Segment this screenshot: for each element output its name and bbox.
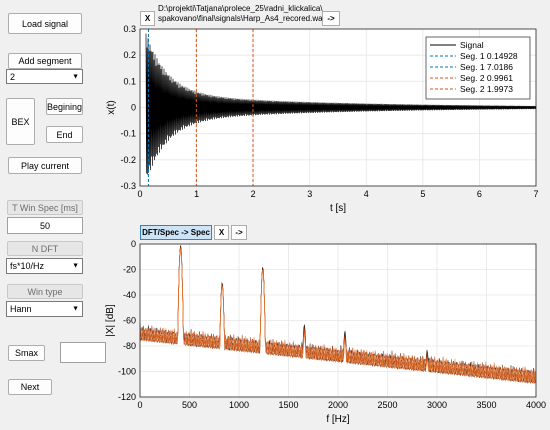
- x-tick-label: 4: [364, 189, 369, 199]
- close-signal-button[interactable]: X: [140, 11, 155, 26]
- signal-arrow-button[interactable]: ->: [322, 11, 340, 26]
- x-axis-label: f [Hz]: [326, 414, 350, 425]
- begining-button[interactable]: Begining: [46, 98, 83, 115]
- y-tick-label: 0.2: [123, 50, 136, 60]
- y-axis-label: |X| [dB]: [105, 304, 116, 337]
- signal-plot-frame: [139, 28, 537, 187]
- spectrum-trace: [139, 245, 536, 384]
- legend-entry: Seg. 1 0.14928: [460, 51, 518, 61]
- win-type-select[interactable]: Hann ▼: [6, 301, 83, 317]
- chevron-down-icon: ▼: [72, 305, 79, 313]
- next-button[interactable]: Next: [8, 379, 52, 395]
- close-spectrum-button[interactable]: X: [214, 225, 229, 240]
- legend-entry: Seg. 2 0.9961: [460, 73, 513, 83]
- x-tick-label: 5: [420, 189, 425, 199]
- legend-entry: Seg. 2 1.9973: [460, 84, 513, 94]
- spectrum-plot-area: [140, 244, 536, 397]
- spectrum-trace: [139, 246, 536, 384]
- t-win-spec-label: T Win Spec [ms]: [7, 200, 83, 215]
- y-tick-label: -0.1: [120, 129, 136, 139]
- y-tick-label: -0.2: [120, 155, 136, 165]
- x-tick-label: 3500: [476, 400, 496, 410]
- t-win-spec-input[interactable]: 50: [7, 217, 83, 234]
- x-axis-label: t [s]: [330, 203, 346, 214]
- x-tick-label: 2500: [377, 400, 397, 410]
- y-tick-label: 0: [131, 239, 136, 249]
- signal-waveform: [145, 33, 537, 175]
- signal-plot-area: [140, 29, 536, 186]
- segment-select[interactable]: 2 ▼: [6, 69, 83, 84]
- add-segment-button[interactable]: Add segment: [8, 53, 82, 69]
- x-tick-label: 3000: [427, 400, 447, 410]
- spectrum-trace: [139, 247, 536, 384]
- win-type-select-value: Hann: [10, 304, 32, 314]
- file-path-line-1: D:\projekti\Tatjana\prolece_25\radni_kli…: [158, 4, 323, 13]
- y-tick-label: 0.3: [123, 24, 136, 34]
- x-tick-label: 3: [307, 189, 312, 199]
- legend-entry: Signal: [460, 40, 484, 50]
- spectrum-plot-frame: [139, 243, 537, 398]
- x-tick-label: 2000: [328, 400, 348, 410]
- spectrum-trace: [139, 245, 536, 384]
- y-tick-label: -0.3: [120, 181, 136, 191]
- chevron-down-icon: ▼: [72, 73, 79, 80]
- segment-select-value: 2: [10, 71, 16, 82]
- x-tick-label: 7: [533, 189, 538, 199]
- y-tick-label: -20: [123, 265, 136, 275]
- spectrum-trace: [139, 246, 536, 383]
- file-path-label: D:\projekti\Tatjana\prolece_25\radni_kli…: [158, 4, 327, 24]
- x-tick-label: 6: [477, 189, 482, 199]
- chevron-down-icon: ▼: [72, 262, 79, 270]
- x-tick-label: 500: [182, 400, 197, 410]
- n-dft-label: N DFT: [7, 241, 83, 256]
- x-tick-label: 1: [194, 189, 199, 199]
- x-tick-label: 0: [137, 400, 142, 410]
- y-tick-label: -60: [123, 316, 136, 326]
- y-tick-label: -40: [123, 290, 136, 300]
- bex-button[interactable]: BEX: [6, 98, 35, 145]
- smax-input[interactable]: [60, 342, 106, 363]
- x-tick-label: 2: [251, 189, 256, 199]
- x-tick-label: 4000: [526, 400, 546, 410]
- x-tick-label: 1000: [229, 400, 249, 410]
- dft-spec-button[interactable]: DFT/Spec -> Spec: [140, 225, 212, 240]
- spectrum-trace: [139, 248, 536, 384]
- y-tick-label: -100: [118, 367, 136, 377]
- win-type-label: Win type: [7, 284, 83, 299]
- x-tick-label: 0: [137, 189, 142, 199]
- x-tick-label: 1500: [278, 400, 298, 410]
- spectrum-trace: [139, 248, 536, 385]
- spectrum-arrow-button[interactable]: ->: [231, 225, 247, 240]
- n-dft-select-value: fs*10/Hz: [10, 261, 45, 271]
- file-path-line-2: spakovano\final\signals\Harp_As4_recored…: [158, 14, 327, 23]
- y-tick-label: 0: [131, 103, 136, 113]
- y-axis-label: x(t): [106, 100, 117, 114]
- y-tick-label: -120: [118, 392, 136, 402]
- play-current-button[interactable]: Play current: [8, 157, 82, 174]
- y-tick-label: -80: [123, 341, 136, 351]
- n-dft-select[interactable]: fs*10/Hz ▼: [6, 258, 83, 274]
- load-signal-button[interactable]: Load signal: [8, 13, 82, 34]
- smax-button[interactable]: Smax: [8, 345, 45, 361]
- legend-entry: Seg. 1 7.0186: [460, 62, 513, 72]
- y-tick-label: 0.1: [123, 76, 136, 86]
- end-button[interactable]: End: [46, 126, 83, 143]
- spectrum-trace: [139, 249, 536, 385]
- signal-legend: [425, 36, 531, 100]
